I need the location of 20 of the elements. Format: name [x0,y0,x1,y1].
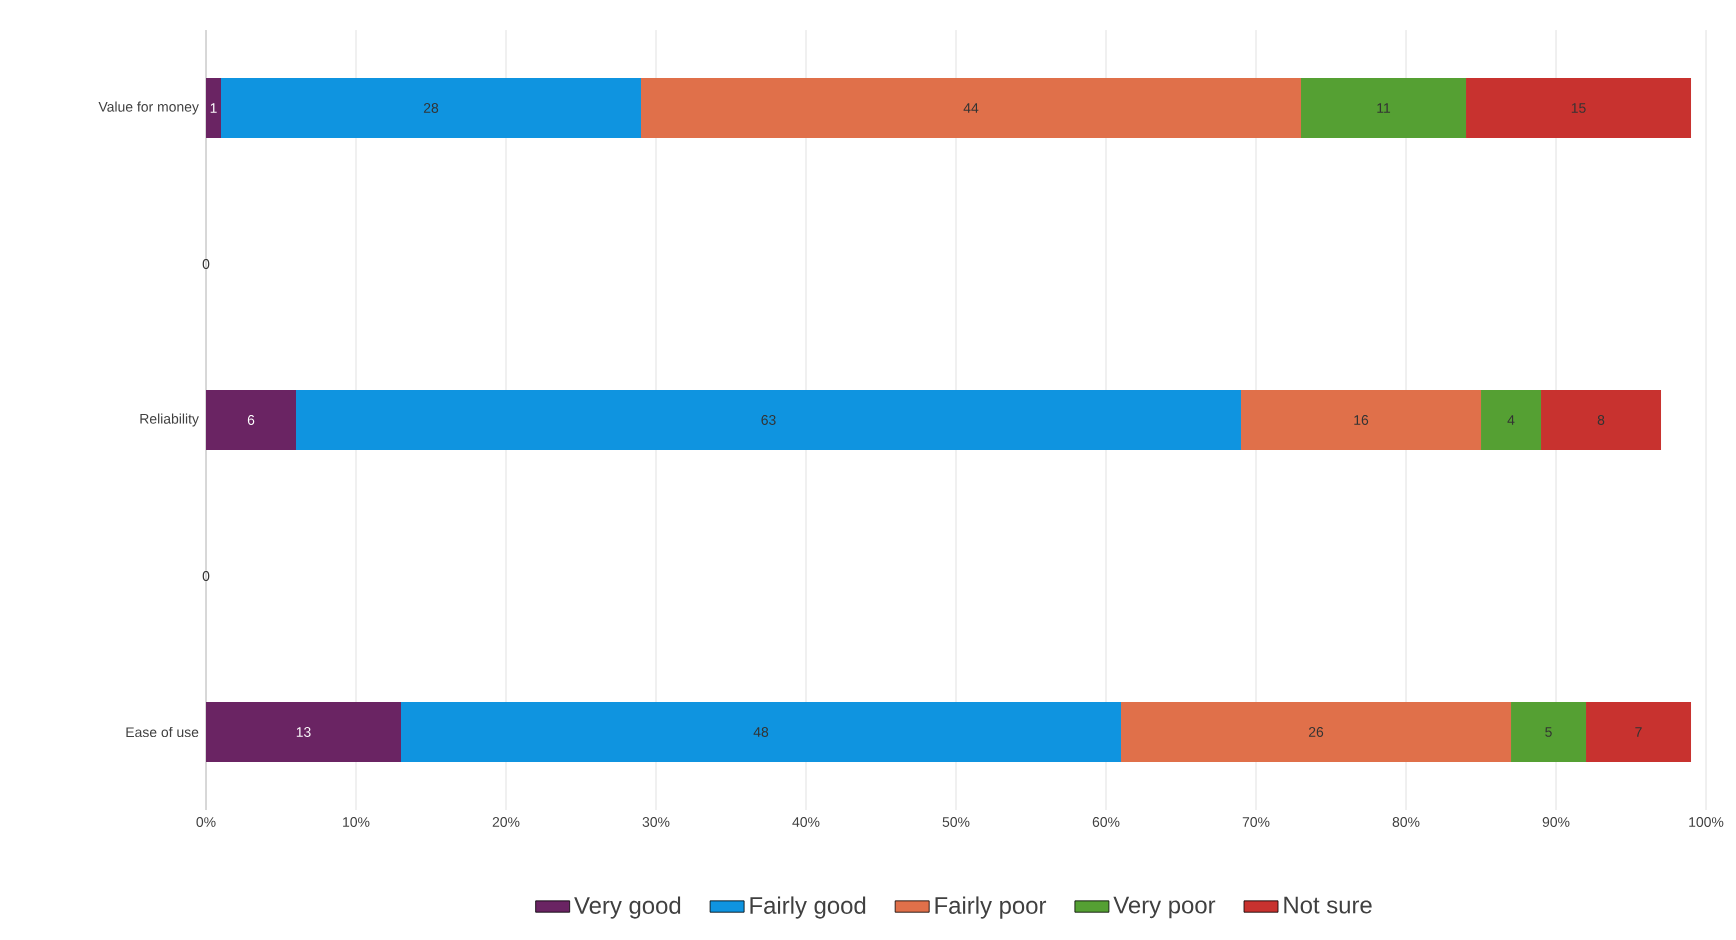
bar [641,78,1302,139]
legend-label: Fairly poor [935,896,1047,919]
bar [1541,390,1662,451]
legend-label: Very good [574,896,681,919]
bar [296,390,1242,451]
bar [1121,702,1512,763]
bar [1481,390,1542,451]
bar [1466,78,1692,139]
bar [1511,702,1587,763]
bar [206,702,401,763]
bar [206,390,296,451]
bar [221,78,641,139]
legend-label: Fairly good [750,896,866,919]
bar [1241,390,1482,451]
bar [1586,702,1692,763]
bar [206,78,221,139]
legend-label: Very poor [1113,896,1216,919]
legend-label: Not sure [1284,896,1372,914]
bar [1301,78,1467,139]
bar [401,702,1122,763]
